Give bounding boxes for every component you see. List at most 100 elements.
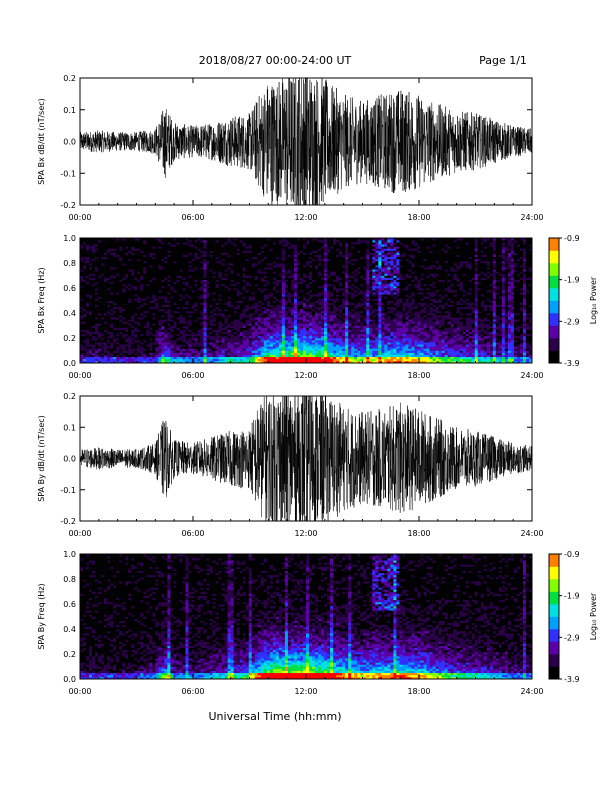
heatmap-cell (224, 306, 228, 310)
heatmap-cell (125, 267, 129, 270)
heatmap-cell (266, 329, 271, 333)
heatmap-cell (155, 354, 159, 358)
heatmap-cell (164, 344, 168, 347)
heatmap-cell (299, 263, 304, 266)
heatmap-cell (293, 288, 298, 291)
heatmap-cell (215, 319, 219, 322)
heatmap-cell (269, 242, 274, 245)
heatmap-cell (281, 292, 286, 295)
heatmap-cell (191, 298, 195, 301)
heatmap-cell (125, 290, 129, 293)
heatmap-cell (116, 248, 120, 251)
heatmap-cell (113, 356, 117, 360)
heatmap-cell (149, 252, 153, 255)
heatmap-cell (143, 269, 147, 272)
heatmap-cell (284, 344, 289, 347)
heatmap-cell (318, 288, 322, 291)
heatmap-cell (197, 242, 201, 245)
heatmap-cell (221, 333, 225, 337)
heatmap-cell (119, 321, 123, 324)
heatmap-cell (176, 238, 180, 241)
heatmap-cell (218, 302, 222, 305)
heatmap-cell (149, 344, 153, 347)
heatmap-cell (89, 258, 93, 262)
heatmap-cell (122, 327, 126, 330)
heatmap-cell (89, 354, 93, 358)
heatmap-cell (146, 240, 150, 243)
heatmap-cell (206, 300, 210, 303)
heatmap-cell (318, 358, 322, 362)
heatmap-cell (107, 317, 111, 320)
heatmap-cell (251, 335, 256, 339)
heatmap-cell (140, 258, 144, 262)
heatmap-cell (239, 331, 244, 335)
heatmap-cell (321, 273, 325, 276)
heatmap-cell (302, 335, 307, 339)
heatmap-cell (182, 240, 186, 243)
heatmap-cell (290, 248, 295, 251)
heatmap-cell (260, 273, 265, 276)
heatmap-cell (221, 340, 225, 343)
heatmap-cell (122, 300, 126, 303)
heatmap-cell (287, 281, 292, 285)
heatmap-cell (227, 354, 231, 358)
heatmap-cell (296, 333, 301, 337)
heatmap-cell (269, 329, 274, 333)
heatmap-cell (266, 285, 271, 289)
heatmap-cell (272, 277, 277, 280)
heatmap-cell (233, 352, 237, 355)
heatmap-cell (218, 335, 222, 339)
heatmap-cell (315, 238, 319, 241)
heatmap-cell (146, 252, 150, 255)
heatmap-cell (89, 356, 93, 360)
heatmap-cell (272, 313, 277, 316)
heatmap-cell (140, 302, 144, 305)
heatmap-cell (324, 350, 328, 353)
heatmap-cell (185, 263, 189, 266)
heatmap-cell (306, 323, 310, 326)
heatmap-cell (312, 277, 316, 280)
heatmap-cell (98, 296, 102, 299)
heatmap-cell (143, 271, 147, 274)
heatmap-cell (302, 354, 307, 358)
heatmap-cell (230, 335, 234, 339)
heatmap-cell (83, 283, 87, 287)
heatmap-cell (176, 333, 180, 337)
heatmap-cell (306, 344, 310, 347)
heatmap-cell (149, 292, 153, 295)
heatmap-cell (221, 290, 225, 293)
heatmap-cell (182, 319, 186, 322)
heatmap-cell (324, 281, 328, 285)
heatmap-cell (302, 317, 307, 320)
heatmap-cell (107, 302, 111, 305)
heatmap-cell (272, 338, 277, 341)
heatmap-cell (242, 325, 247, 328)
heatmap-cell (321, 298, 325, 301)
heatmap-cell (263, 304, 268, 308)
heatmap-cell (98, 279, 102, 283)
heatmap-cell (312, 321, 316, 324)
heatmap-cell (149, 321, 153, 324)
heatmap-cell (257, 321, 262, 324)
heatmap-cell (140, 285, 144, 289)
heatmap-cell (185, 356, 189, 360)
heatmap-cell (101, 313, 105, 316)
heatmap-cell (272, 335, 277, 339)
heatmap-cell (167, 242, 171, 245)
heatmap-cell (315, 352, 319, 355)
heatmap-cell (245, 308, 250, 312)
heatmap-cell (236, 352, 240, 355)
heatmap-cell (89, 304, 93, 308)
heatmap-cell (161, 304, 165, 308)
heatmap-cell (212, 265, 216, 268)
heatmap-cell (83, 313, 87, 316)
heatmap-cell (321, 340, 325, 343)
heatmap-cell (125, 333, 129, 337)
heatmap-cell (209, 294, 213, 297)
heatmap-cell (170, 350, 174, 353)
heatmap-cell (272, 273, 277, 276)
heatmap-cell (83, 352, 87, 355)
heatmap-cell (80, 281, 84, 285)
heatmap-cell (272, 331, 277, 335)
heatmap-cell (185, 290, 189, 293)
